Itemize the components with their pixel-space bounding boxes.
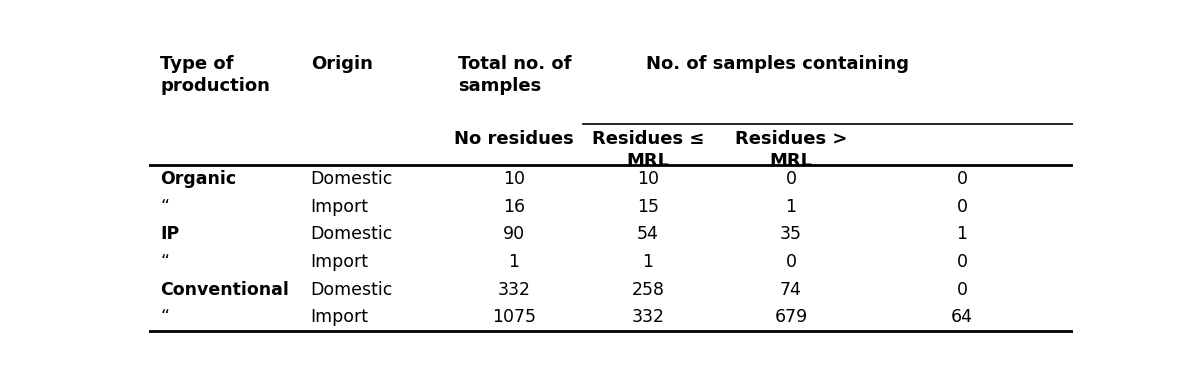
Text: “: “ <box>160 197 169 215</box>
Text: Domestic: Domestic <box>311 281 393 299</box>
Text: Domestic: Domestic <box>311 225 393 243</box>
Text: 74: 74 <box>780 281 802 299</box>
Text: IP: IP <box>160 225 179 243</box>
Text: Import: Import <box>311 197 368 215</box>
Text: 0: 0 <box>956 281 968 299</box>
Text: “: “ <box>160 308 169 326</box>
Text: 0: 0 <box>786 253 796 271</box>
Text: “: “ <box>160 253 169 271</box>
Text: Organic: Organic <box>160 170 236 188</box>
Text: 16: 16 <box>503 197 524 215</box>
Text: 1075: 1075 <box>492 308 536 326</box>
Text: 0: 0 <box>956 253 968 271</box>
Text: Conventional: Conventional <box>160 281 288 299</box>
Text: Residues ≤
MRL: Residues ≤ MRL <box>591 129 704 170</box>
Text: 10: 10 <box>503 170 524 188</box>
Text: 1: 1 <box>956 225 968 243</box>
Text: Type of
production: Type of production <box>160 55 269 95</box>
Text: No residues: No residues <box>454 129 573 148</box>
Text: 0: 0 <box>956 197 968 215</box>
Text: Residues >
MRL: Residues > MRL <box>734 129 848 170</box>
Text: 90: 90 <box>503 225 524 243</box>
Text: No. of samples containing: No. of samples containing <box>646 55 908 73</box>
Text: 258: 258 <box>632 281 664 299</box>
Text: 1: 1 <box>642 253 653 271</box>
Text: 64: 64 <box>951 308 973 326</box>
Text: Origin: Origin <box>311 55 373 73</box>
Text: 1: 1 <box>786 197 796 215</box>
Text: 1: 1 <box>509 253 520 271</box>
Text: 332: 332 <box>632 308 664 326</box>
Text: Total no. of
samples: Total no. of samples <box>459 55 572 95</box>
Text: 0: 0 <box>786 170 796 188</box>
Text: 332: 332 <box>497 281 530 299</box>
Text: 15: 15 <box>637 197 659 215</box>
Text: 35: 35 <box>780 225 802 243</box>
Text: 0: 0 <box>956 170 968 188</box>
Text: 679: 679 <box>775 308 808 326</box>
Text: Import: Import <box>311 308 368 326</box>
Text: Domestic: Domestic <box>311 170 393 188</box>
Text: 10: 10 <box>637 170 659 188</box>
Text: 54: 54 <box>637 225 659 243</box>
Text: Import: Import <box>311 253 368 271</box>
